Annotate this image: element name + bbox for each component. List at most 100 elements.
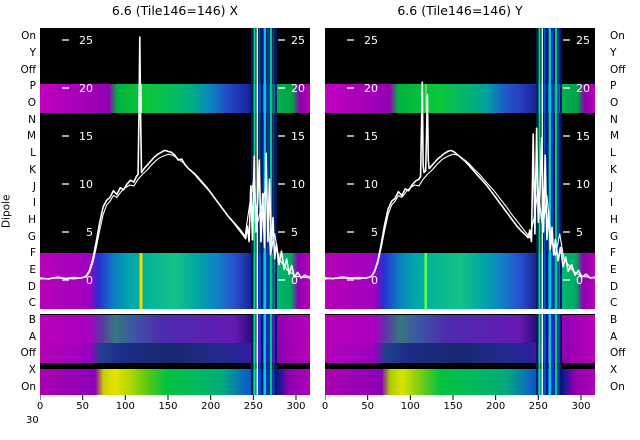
inner-y-tick-label: 25 <box>291 34 305 47</box>
dipole-labels-left: On Y Off P O N M L K J I H G F E D C B A Off X On <box>0 28 37 395</box>
dipole-label: B <box>28 314 36 327</box>
dipole-label: P <box>610 80 617 93</box>
heatmap-svg: 25 25 20 20 15 15 10 10 5 5 0 0 <box>40 28 310 400</box>
x-tick-label: 200 <box>201 401 221 412</box>
x-tick-label: 100 <box>400 401 420 412</box>
white-divider-line <box>40 309 310 314</box>
x-axis-ticks-x: 0 50 100 150 200 250 300 <box>37 401 310 415</box>
dipole-label: On <box>610 380 625 393</box>
channel-stripe <box>541 28 543 395</box>
channel-stripe <box>557 28 560 395</box>
inner-y-tick-label: 10 <box>79 178 93 191</box>
inner-y-tick-label: 25 <box>79 34 93 47</box>
inner-y-tick-label: 25 <box>576 34 590 47</box>
dipole-label: O <box>27 97 36 110</box>
inner-y-tick-label: 25 <box>364 34 378 47</box>
channel-stripe <box>424 253 427 309</box>
dipole-label: On <box>610 30 625 43</box>
dipole-label: F <box>29 247 36 260</box>
dipole-label: G <box>27 230 36 243</box>
inner-y-tick-label: 0 <box>576 274 583 287</box>
dipole-label: L <box>30 147 36 160</box>
dipole-label: Off <box>610 63 626 76</box>
inner-y-tick-label: 10 <box>364 178 378 191</box>
dipole-label: K <box>29 163 36 176</box>
plot-title-y: 6.6 (Tile146=146) Y <box>397 3 523 18</box>
dipole-label: M <box>610 130 620 143</box>
dipole-label: A <box>610 330 618 343</box>
inner-y-tick-label: 20 <box>364 82 378 95</box>
inner-y-tick-label: 5 <box>291 226 298 239</box>
dipole-label: Y <box>29 47 36 60</box>
dipole-label: J <box>32 180 36 193</box>
dipole-label: N <box>28 113 36 126</box>
dipole-label: Off <box>610 347 626 360</box>
x-tick-label: 250 <box>243 401 263 412</box>
dipole-label: B <box>610 314 618 327</box>
channel-stripe <box>258 28 261 395</box>
dipole-label: H <box>28 213 36 226</box>
dipole-label: I <box>610 197 614 210</box>
dipole-label: E <box>29 263 36 276</box>
dipole-label: On <box>21 380 36 393</box>
dipole-label: F <box>610 247 617 260</box>
inner-y-tick-label: 0 <box>86 274 93 287</box>
inner-y-tick-label: 15 <box>291 130 305 143</box>
plot-title-x: 6.6 (Tile146=146) X <box>111 3 239 18</box>
white-divider-line <box>325 309 595 314</box>
dipole-label: N <box>610 113 618 126</box>
channel-stripe <box>275 28 277 395</box>
channel-stripe <box>551 28 555 395</box>
dipole-label: G <box>610 230 619 243</box>
channel-stripe <box>536 28 538 395</box>
x-tick-label: 50 <box>361 401 375 412</box>
x-tick-label: 300 <box>571 401 591 412</box>
channel-stripe <box>139 253 143 309</box>
dipole-label: On <box>21 30 36 43</box>
inner-y-tick-label: 20 <box>576 82 590 95</box>
channel-stripe <box>425 84 427 113</box>
spectrum-trace <box>40 153 310 280</box>
dipole-label: X <box>610 364 618 377</box>
x-tick-label: 200 <box>486 401 506 412</box>
channel-stripe <box>253 28 256 395</box>
dipole-label: J <box>610 180 614 193</box>
dipole-labels-right: On Y Off P O N M L K J I H G F E D C B A Off X On <box>610 28 640 395</box>
inner-y-tick-label: 10 <box>576 178 590 191</box>
channel-stripe <box>548 28 551 395</box>
dipole-label: K <box>610 163 617 176</box>
inner-y-tick-label: 5 <box>576 226 583 239</box>
x-tick-label: 0 <box>36 401 44 412</box>
corner-label: 30 <box>26 415 39 426</box>
heatmap-svg: 25 25 20 20 15 15 10 10 5 5 0 0 <box>325 28 595 400</box>
channel-stripe <box>560 28 562 395</box>
inner-y-tick-label: 15 <box>364 130 378 143</box>
dipole-label: C <box>28 297 36 310</box>
dipole-label: O <box>610 97 619 110</box>
inner-y-tick-label: 0 <box>371 274 378 287</box>
inner-y-tick-label: 20 <box>79 82 93 95</box>
heatmap-panel-x: 25 25 20 20 15 15 10 10 5 5 0 0 <box>40 28 310 401</box>
dipole-label: Y <box>610 47 617 60</box>
dipole-label: Off <box>20 347 37 360</box>
x-tick-label: 50 <box>76 401 90 412</box>
x-tick-label: 150 <box>158 401 178 412</box>
spectrum-trace <box>325 81 595 280</box>
dipole-label: C <box>610 297 618 310</box>
dipole-label: I <box>32 197 36 210</box>
inner-y-tick-label: 0 <box>291 274 298 287</box>
x-tick-label: 250 <box>528 401 548 412</box>
heatmap-band <box>325 343 595 363</box>
channel-stripe <box>272 28 275 395</box>
inner-y-tick-label: 5 <box>371 226 378 239</box>
inner-y-tick-label: 15 <box>79 130 93 143</box>
heatmap-panel-y: 25 25 20 20 15 15 10 10 5 5 0 0 <box>325 28 595 401</box>
dipole-label: A <box>28 330 36 343</box>
dipole-label: M <box>26 130 36 143</box>
inner-y-tick-label: 10 <box>291 178 305 191</box>
inner-y-tick-label: 15 <box>576 130 590 143</box>
dipole-label: D <box>610 280 619 293</box>
channel-stripe <box>555 28 557 395</box>
x-tick-label: 150 <box>443 401 463 412</box>
